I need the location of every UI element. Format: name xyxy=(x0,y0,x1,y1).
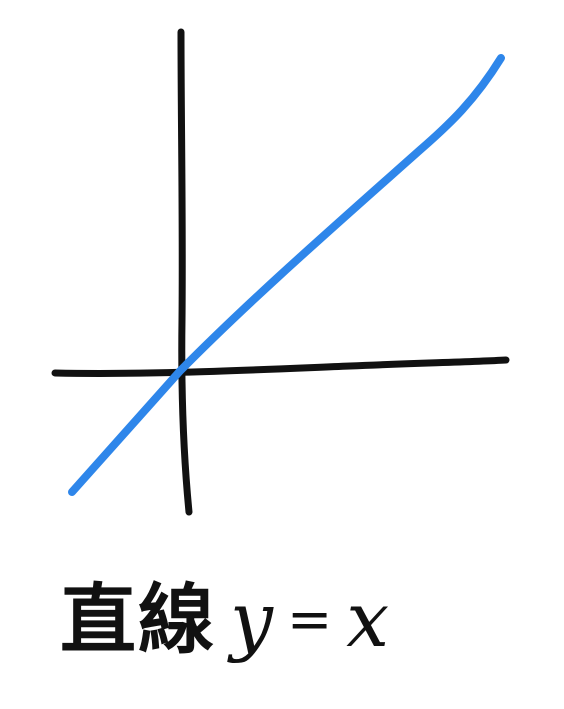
caption-rhs: x xyxy=(346,575,390,664)
x-axis xyxy=(51,356,510,377)
line-y-equals-x xyxy=(68,54,505,496)
caption-lhs: y xyxy=(230,575,273,664)
y-axis xyxy=(177,28,193,516)
caption: 直線 y = x xyxy=(60,560,550,680)
caption-equals: = xyxy=(286,588,333,651)
caption-word: 直線 xyxy=(60,575,216,664)
